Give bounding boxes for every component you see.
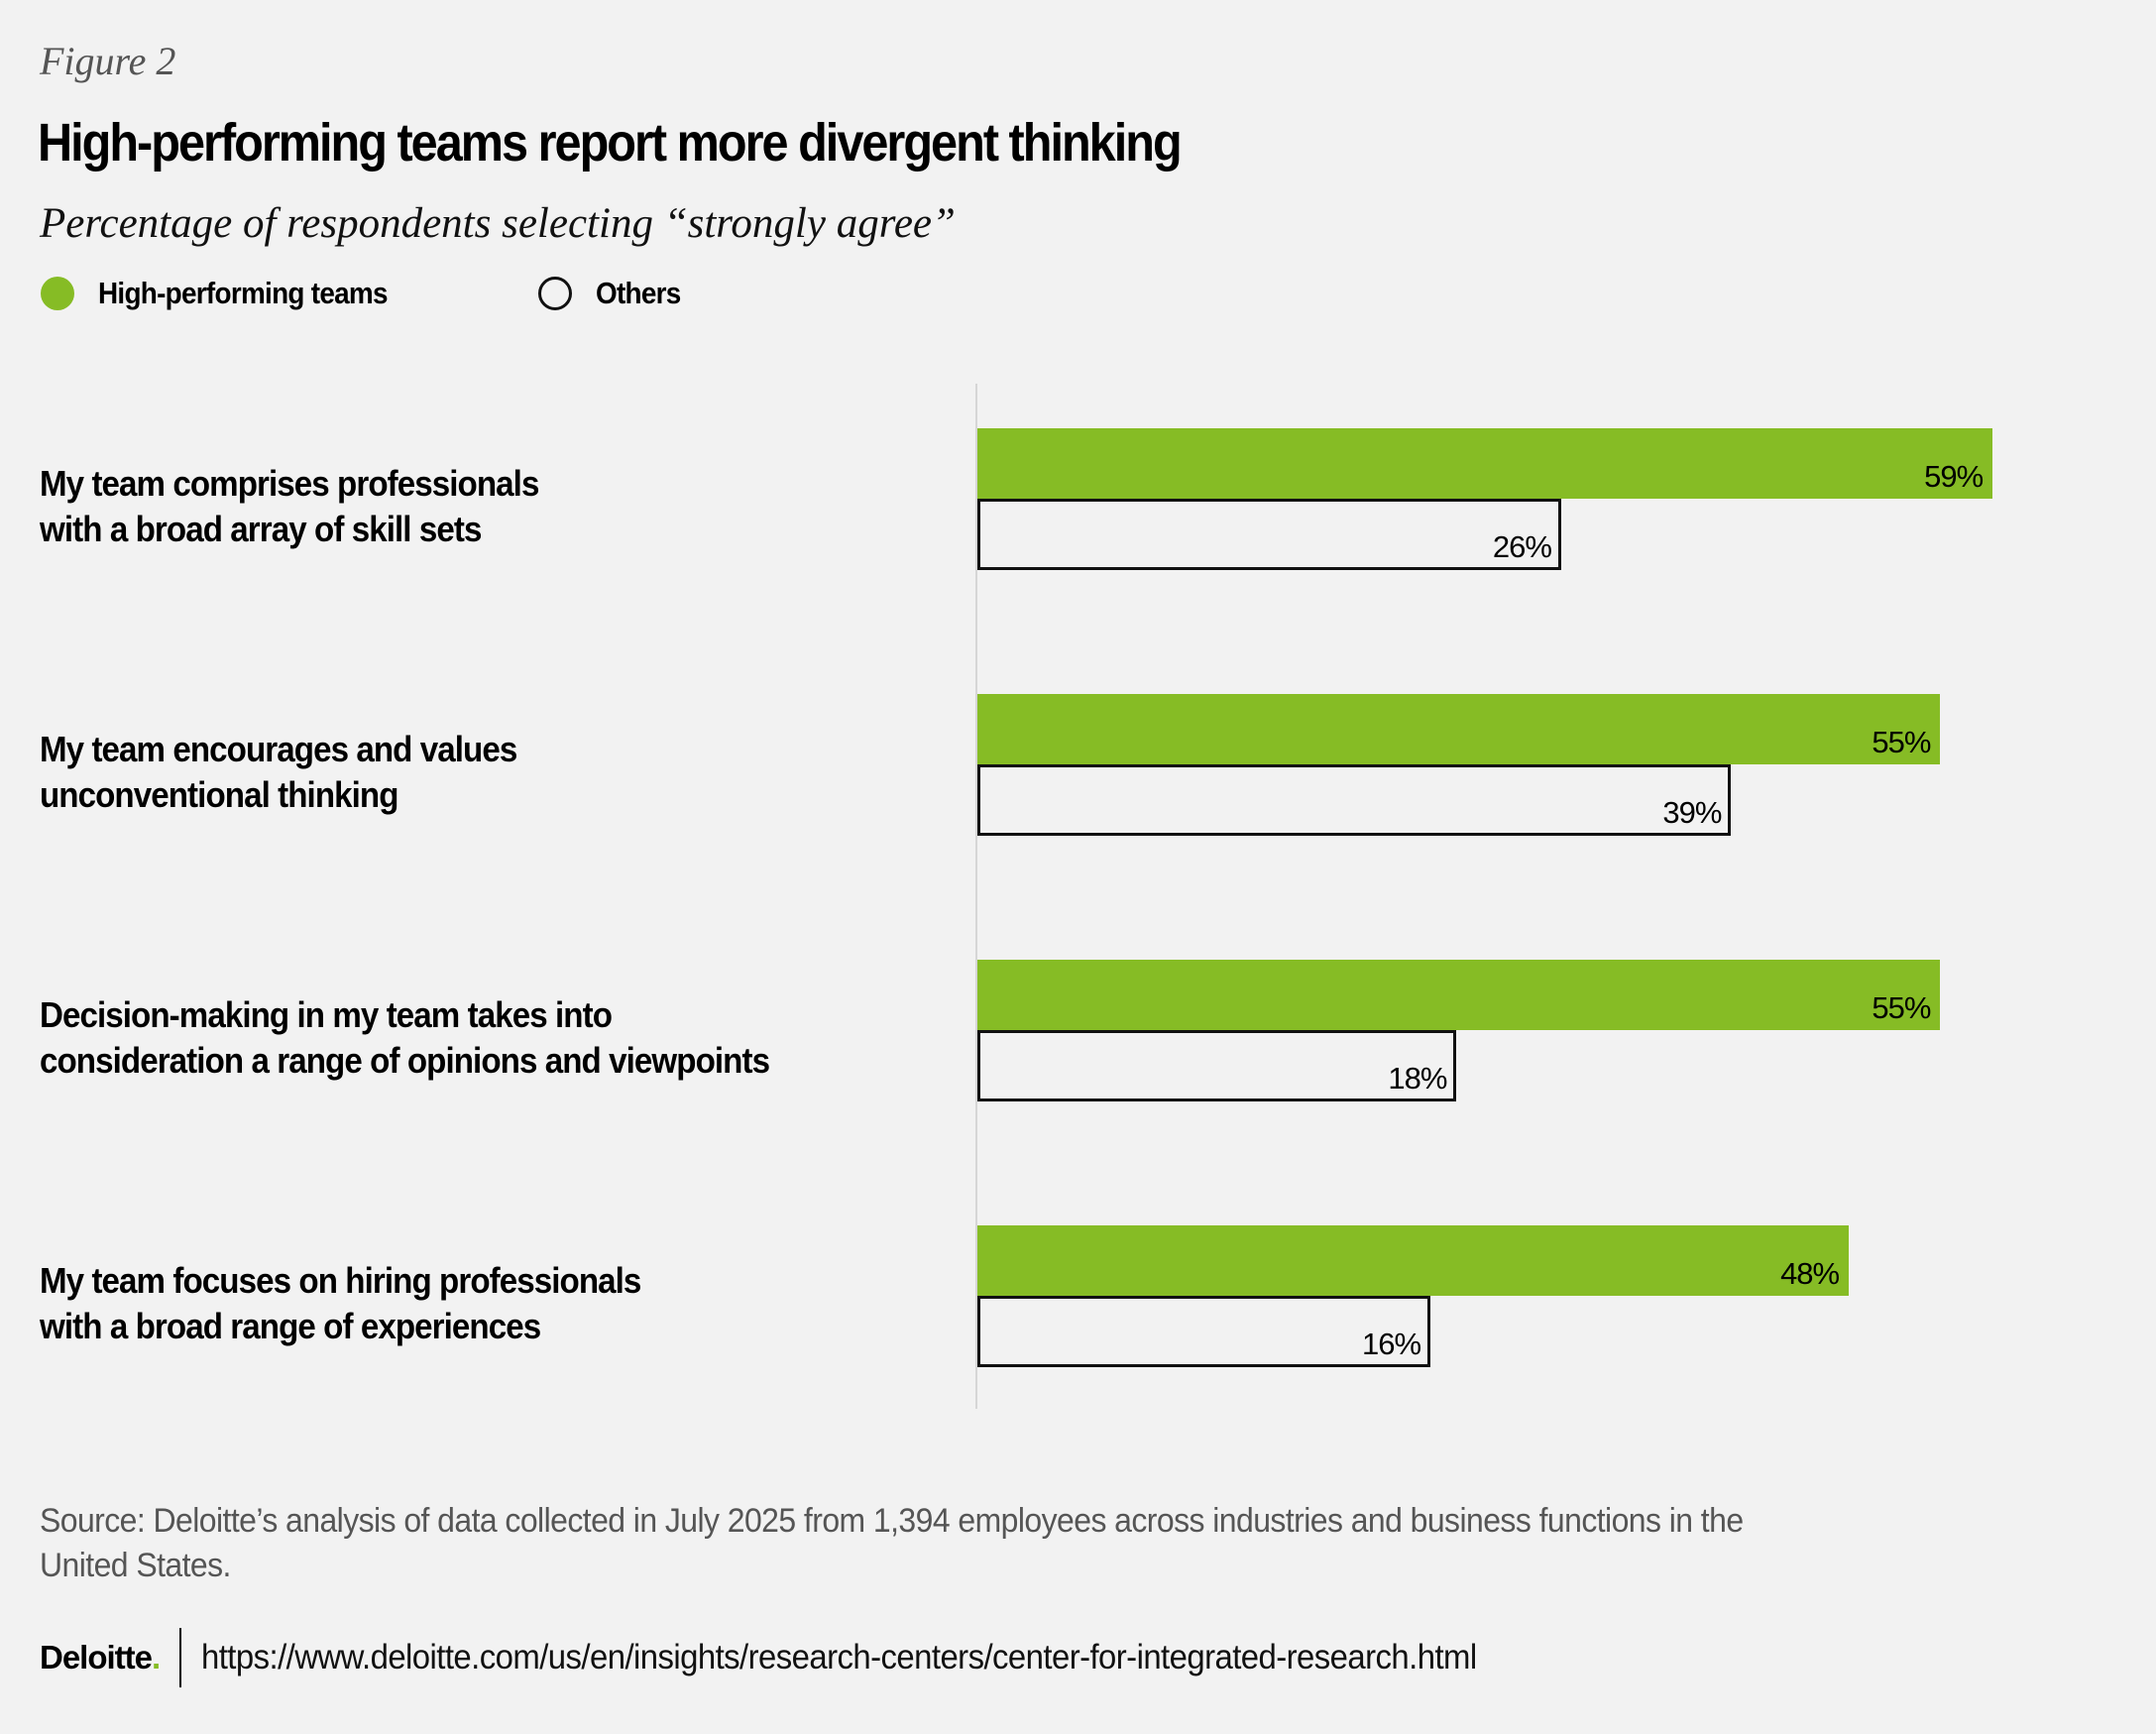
filled-circle-icon — [41, 277, 74, 310]
hollow-circle-icon — [538, 277, 573, 310]
bar-high-performing: 48% — [977, 1225, 1850, 1296]
bar-others: 26% — [977, 499, 1561, 570]
legend-label: High-performing teams — [98, 276, 389, 310]
category-label-line: with a broad range of experiences — [40, 1306, 541, 1346]
category-label-line: unconventional thinking — [40, 774, 398, 815]
category-label-line: My team comprises professionals — [40, 463, 539, 504]
legend-item-high-performing: High-performing teams — [41, 274, 419, 313]
source-note: Source: Deloitte’s analysis of data coll… — [40, 1502, 1744, 1584]
data-label: 26% — [1492, 529, 1552, 564]
source-url-link[interactable]: https://www.deloitte.com/us/en/insights/… — [201, 1638, 1477, 1676]
legend-item-others: Others — [538, 274, 690, 313]
legend-label: Others — [596, 276, 681, 310]
category-label-line: consideration a range of opinions and vi… — [40, 1040, 770, 1081]
bar-others: 39% — [977, 764, 1732, 836]
data-label: 39% — [1662, 795, 1722, 830]
axis-baseline — [975, 384, 977, 1409]
bar-others: 18% — [977, 1030, 1457, 1101]
data-label: 48% — [1780, 1256, 1840, 1291]
bar-others: 16% — [977, 1296, 1431, 1367]
chart-subtitle: Percentage of respondents selecting “str… — [40, 200, 956, 247]
category-label: My team encourages and values unconventio… — [40, 727, 860, 818]
data-label: 18% — [1388, 1061, 1447, 1096]
footer-divider — [179, 1628, 182, 1687]
category-label: My team comprises professionals with a br… — [40, 461, 860, 552]
category-label: My team focuses on hiring professionals w… — [40, 1258, 860, 1349]
chart-title: High-performing teams report more diverg… — [38, 113, 1183, 173]
bar-high-performing: 55% — [977, 960, 1941, 1030]
category-label-line: My team focuses on hiring professionals — [40, 1260, 641, 1301]
category-label-line: with a broad array of skill sets — [40, 509, 482, 549]
data-label: 55% — [1872, 990, 1931, 1025]
bar-high-performing: 55% — [977, 694, 1941, 764]
figure-label: Figure 2 — [40, 39, 176, 83]
deloitte-logo: Deloitte. — [40, 1639, 161, 1676]
logo-green-dot: . — [152, 1639, 161, 1676]
data-label: 59% — [1924, 459, 1984, 494]
category-label: Decision-making in my team takes into con… — [40, 992, 860, 1084]
footer: Deloitte. https://www.deloitte.com/us/en… — [40, 1628, 1558, 1687]
legend: High-performing teams Others — [41, 274, 809, 313]
data-label: 16% — [1361, 1327, 1421, 1361]
category-label-line: My team encourages and values — [40, 729, 517, 769]
bar-high-performing: 59% — [977, 428, 1993, 499]
data-label: 55% — [1872, 725, 1931, 759]
logo-text: Deloitte — [40, 1639, 153, 1676]
category-label-line: Decision-making in my team takes into — [40, 994, 613, 1035]
